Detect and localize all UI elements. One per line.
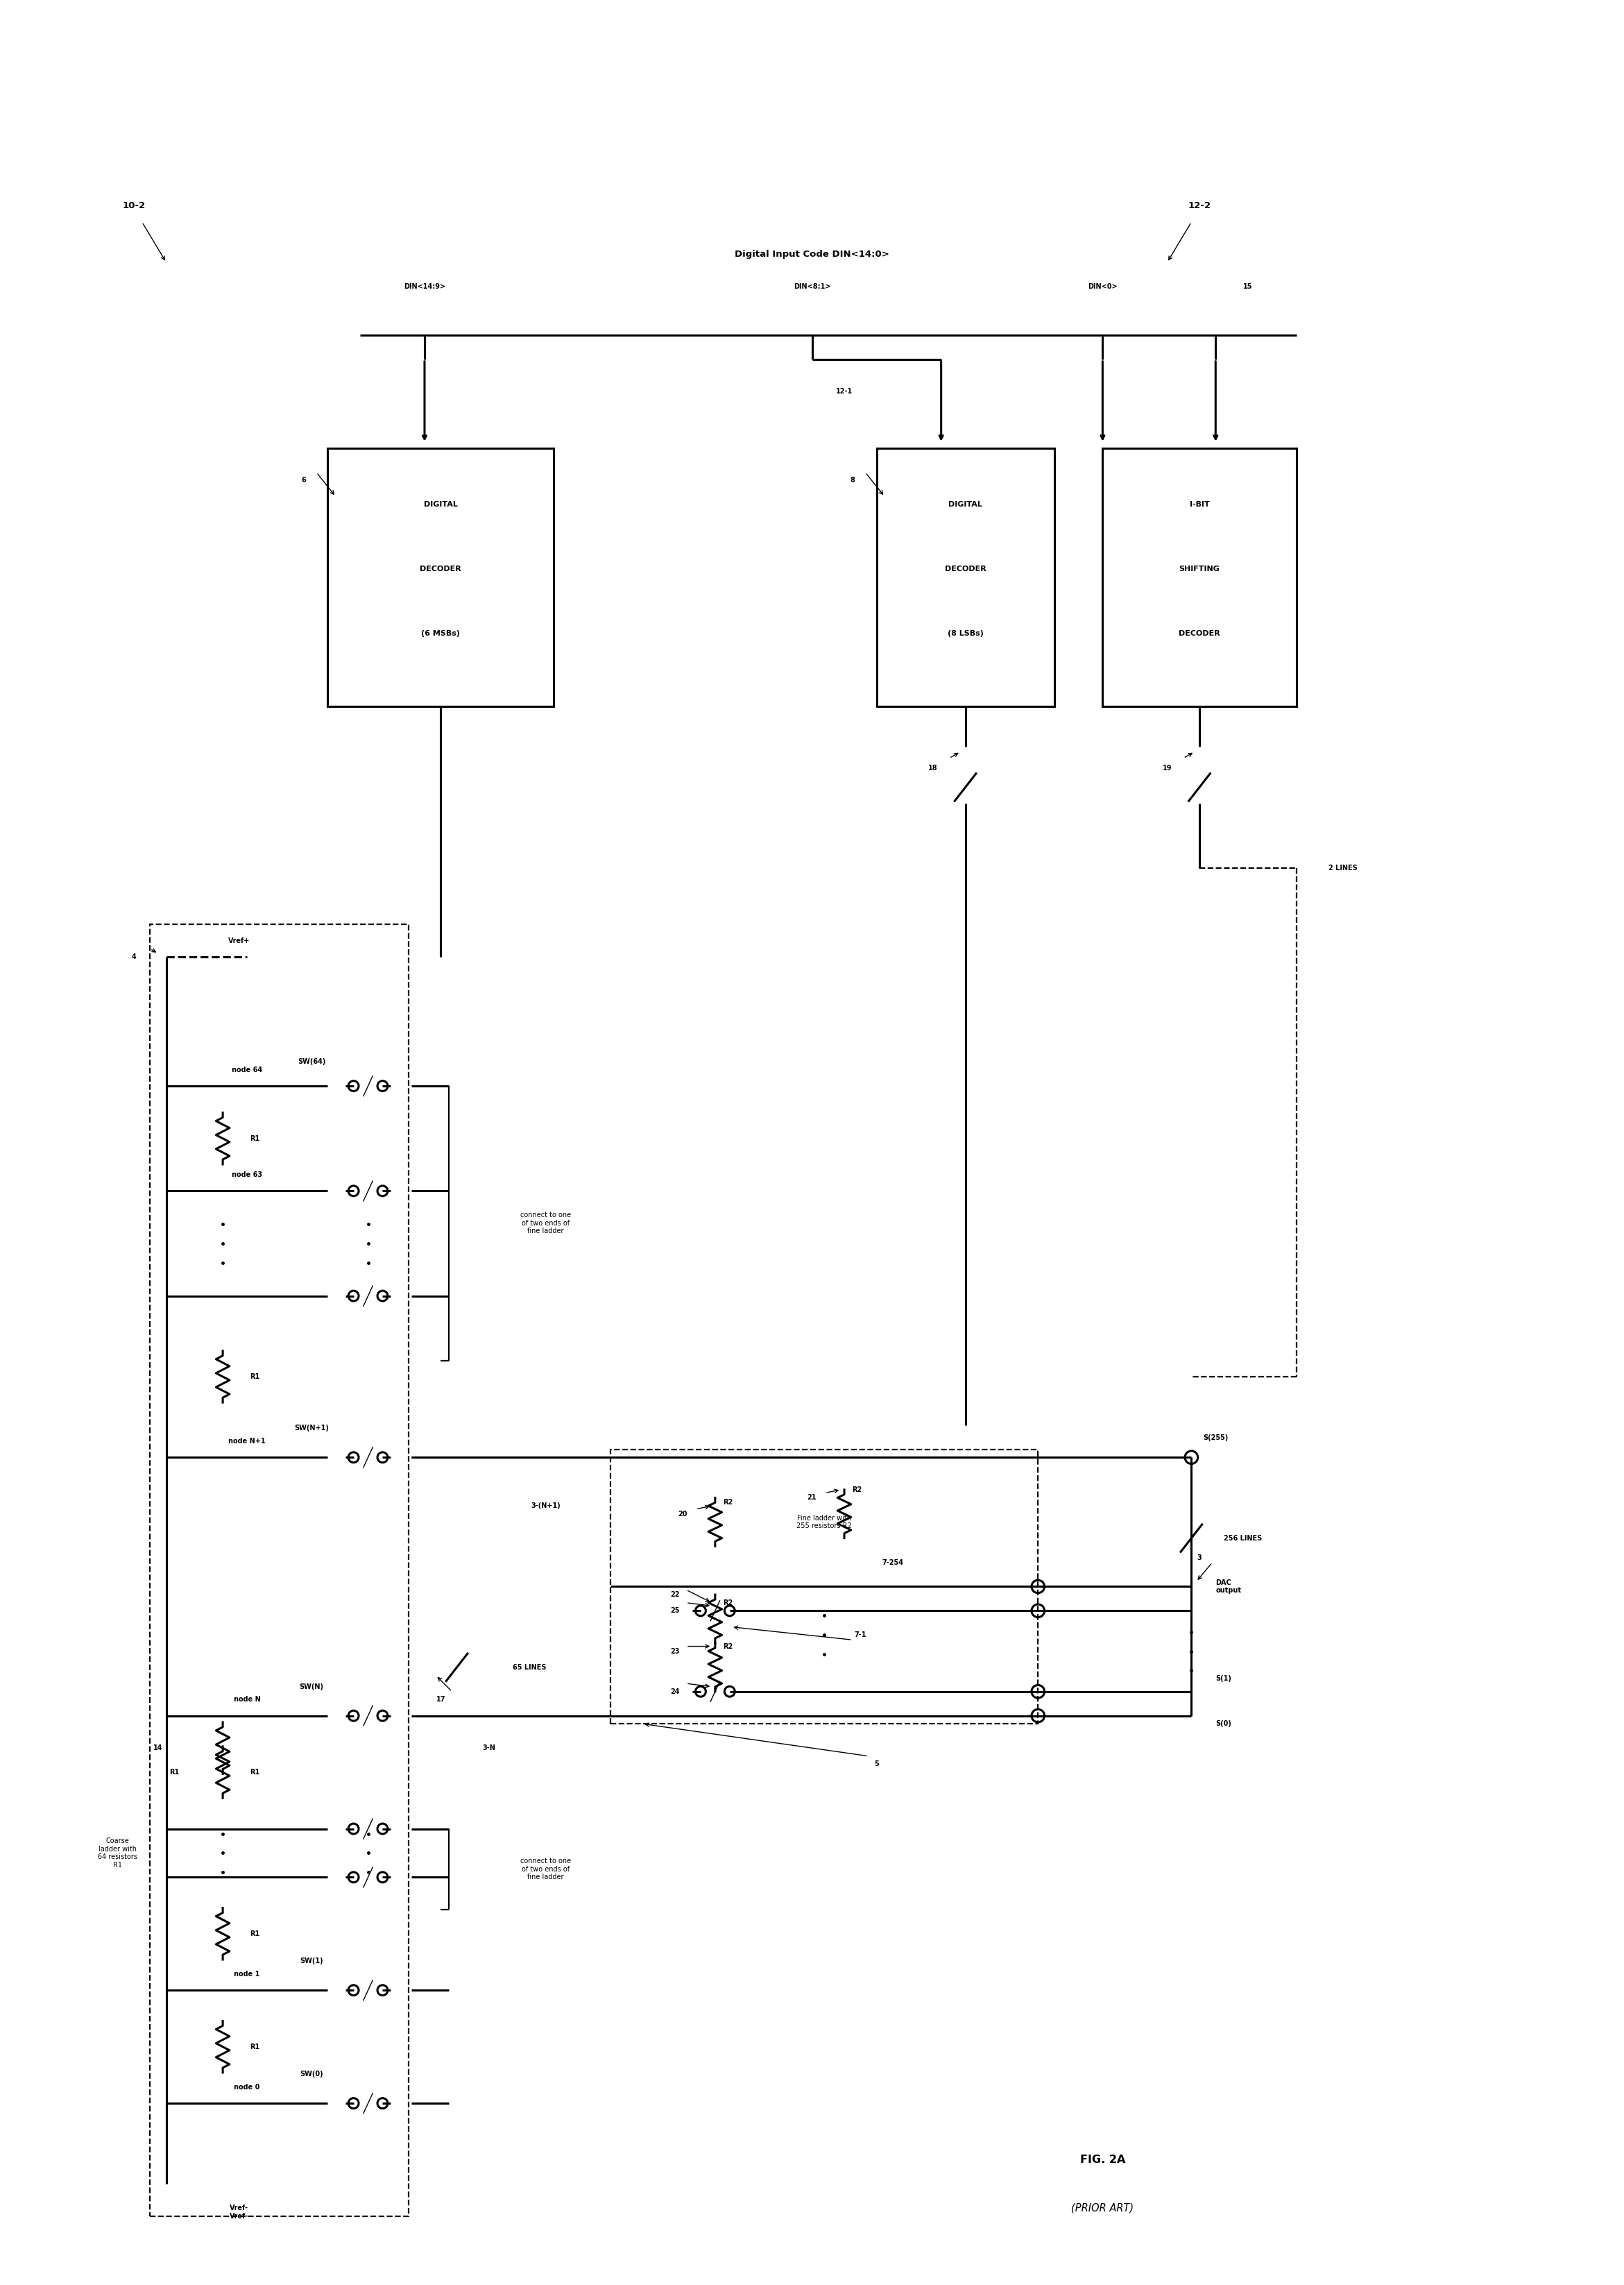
Text: Vref+: Vref+ [227, 937, 250, 944]
Text: 14: 14 [154, 1743, 162, 1753]
Text: R2: R2 [723, 1499, 732, 1506]
Text: SW(1): SW(1) [300, 1958, 323, 1965]
Text: DIN<0>: DIN<0> [1088, 283, 1117, 290]
Text: SHIFTING: SHIFTING [1179, 567, 1220, 574]
Text: 25: 25 [671, 1606, 679, 1613]
Text: 3: 3 [1197, 1554, 1202, 1561]
Text: 8: 8 [849, 478, 854, 484]
Text: node 63: node 63 [232, 1172, 263, 1179]
Text: R1: R1 [250, 1769, 260, 1775]
Text: DECODER: DECODER [421, 567, 461, 574]
Text: S(255): S(255) [1203, 1435, 1228, 1442]
Text: 7-254: 7-254 [882, 1558, 903, 1565]
Text: R2: R2 [723, 1643, 732, 1650]
Bar [328, 448, 554, 706]
Text: 20: 20 [679, 1510, 687, 1517]
Text: R1: R1 [169, 1769, 179, 1775]
Text: (6 MSBs): (6 MSBs) [421, 631, 460, 638]
Bar [149, 925, 408, 2216]
Text: DIGITAL: DIGITAL [948, 500, 983, 507]
Text: 19: 19 [1163, 765, 1173, 772]
Text: (PRIOR ART): (PRIOR ART) [1072, 2203, 1134, 2214]
Text: DIGITAL: DIGITAL [424, 500, 458, 507]
Text: node N+1: node N+1 [229, 1437, 266, 1444]
Text: DIN<14:9>: DIN<14:9> [404, 283, 445, 290]
Text: SW(N+1): SW(N+1) [294, 1426, 328, 1433]
Text: node 0: node 0 [234, 2084, 260, 2091]
Text: 3-(N+1): 3-(N+1) [531, 1501, 560, 1510]
Text: R2: R2 [723, 1600, 732, 1606]
Text: 24: 24 [671, 1689, 679, 1695]
Text: Vref-: Vref- [229, 2212, 248, 2219]
Text: 7-1: 7-1 [854, 1631, 867, 1638]
Text: DECODER: DECODER [945, 567, 986, 574]
Bar [1103, 448, 1296, 706]
Text: connect to one
of two ends of
fine ladder: connect to one of two ends of fine ladde… [520, 1858, 572, 1881]
Text: DIN<8:1>: DIN<8:1> [794, 283, 830, 290]
Text: 5: 5 [874, 1762, 879, 1769]
Text: 23: 23 [671, 1647, 679, 1654]
Text: 2 LINES: 2 LINES [1328, 864, 1358, 871]
Text: Fine ladder with
255 resistors R2: Fine ladder with 255 resistors R2 [796, 1515, 851, 1529]
Text: Coarse
ladder with
64 resistors
R1: Coarse ladder with 64 resistors R1 [97, 1837, 138, 1869]
Bar [877, 448, 1054, 706]
Text: R2: R2 [853, 1485, 862, 1492]
Text: SW(0): SW(0) [300, 2070, 323, 2077]
Text: node 64: node 64 [232, 1067, 263, 1074]
Text: node N: node N [234, 1695, 260, 1702]
Text: FIG. 2A: FIG. 2A [1080, 2155, 1125, 2164]
Text: S(0): S(0) [1216, 1721, 1231, 1727]
Text: 17: 17 [435, 1695, 445, 1702]
Text: 6: 6 [300, 478, 305, 484]
Text: 12-2: 12-2 [1189, 201, 1212, 210]
Text: R1: R1 [250, 1373, 260, 1380]
Text: 18: 18 [929, 765, 937, 772]
Text: DAC
output: DAC output [1216, 1579, 1241, 1595]
Text: node 1: node 1 [234, 1970, 260, 1977]
Text: DECODER: DECODER [1179, 631, 1220, 638]
Text: I-BIT: I-BIT [1189, 500, 1210, 507]
Text: 65 LINES: 65 LINES [513, 1663, 546, 1670]
Text: (8 LSBs): (8 LSBs) [947, 631, 984, 638]
Text: Digital Input Code DIN<14:0>: Digital Input Code DIN<14:0> [734, 249, 890, 258]
Text: R1: R1 [250, 1136, 260, 1142]
Text: SW(64): SW(64) [297, 1058, 325, 1065]
Bar [611, 1449, 1038, 1723]
Text: 10-2: 10-2 [122, 201, 146, 210]
Text: R1: R1 [250, 1931, 260, 1938]
Text: 12-1: 12-1 [836, 388, 853, 395]
Text: R1: R1 [250, 2043, 260, 2050]
Text: S(1): S(1) [1216, 1675, 1231, 1682]
Text: Vref-: Vref- [229, 2205, 248, 2212]
Text: SW(N): SW(N) [299, 1684, 323, 1691]
Text: 21: 21 [807, 1494, 817, 1501]
Text: 3-N: 3-N [482, 1743, 495, 1753]
Text: 15: 15 [1244, 283, 1252, 290]
Text: 4: 4 [132, 953, 136, 960]
Text: 256 LINES: 256 LINES [1223, 1536, 1262, 1542]
Text: connect to one
of two ends of
fine ladder: connect to one of two ends of fine ladde… [520, 1211, 572, 1234]
Text: 22: 22 [671, 1590, 679, 1597]
